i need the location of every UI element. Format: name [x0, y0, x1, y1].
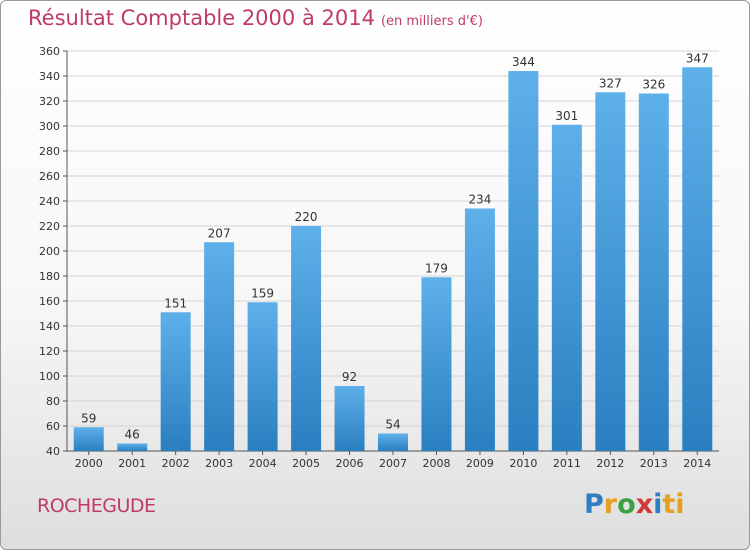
y-tick-label: 60: [46, 420, 60, 433]
data-label: 207: [208, 226, 231, 240]
x-tick-label: 2003: [205, 457, 233, 470]
y-tick-label: 80: [46, 395, 60, 408]
data-label: 59: [81, 411, 96, 425]
bars: [73, 67, 713, 451]
data-label: 92: [342, 370, 357, 384]
y-tick-label: 40: [46, 445, 60, 458]
chart-title: Résultat Comptable 2000 à 2014 (en millie…: [28, 6, 483, 30]
y-tick-label: 260: [39, 170, 60, 183]
bar: [160, 312, 191, 451]
y-tick-label: 360: [39, 45, 60, 58]
bar: [682, 67, 713, 451]
data-label: 344: [512, 55, 535, 69]
x-tick-label: 2014: [683, 457, 711, 470]
data-label: 301: [555, 109, 578, 123]
bar: [595, 92, 626, 451]
y-tick-label: 200: [39, 245, 60, 258]
x-tick-label: 2010: [509, 457, 537, 470]
bar: [421, 277, 452, 451]
data-label: 220: [295, 210, 318, 224]
y-tick-label: 300: [39, 120, 60, 133]
x-tick-label: 2005: [292, 457, 320, 470]
bar: [464, 208, 495, 451]
chart-subtitle: (en milliers d'€): [380, 14, 483, 29]
data-label: 327: [599, 76, 622, 90]
data-label: 151: [164, 296, 187, 310]
bar: [247, 302, 278, 451]
y-tick-label: 100: [39, 370, 60, 383]
x-tick-label: 2013: [640, 457, 668, 470]
y-tick-label: 160: [39, 295, 60, 308]
data-label: 326: [642, 78, 665, 92]
bar: [117, 443, 148, 451]
chart-title-text: Résultat Comptable 2000 à 2014: [28, 6, 375, 30]
x-tick-label: 2008: [422, 457, 450, 470]
logo-letter: x: [635, 489, 654, 520]
y-tick-label: 220: [39, 220, 60, 233]
data-label: 347: [686, 51, 709, 65]
data-label: 46: [125, 428, 140, 442]
data-label: 159: [251, 286, 274, 300]
x-tick-label: 2011: [553, 457, 581, 470]
commune-name: ROCHEGUDE: [37, 495, 156, 517]
y-tick-label: 120: [39, 345, 60, 358]
bar: [204, 242, 235, 451]
logo-letter: P: [584, 489, 604, 520]
labels: 59 46 151 207 159 220 92 54 179 234 344 301 327 326 34…: [81, 51, 709, 441]
x-tick-label: 2012: [596, 457, 624, 470]
proxiti-logo: Proxiti: [584, 489, 685, 520]
bar: [508, 71, 539, 451]
data-label: 234: [468, 193, 491, 207]
y-tick-label: 180: [39, 270, 60, 283]
y-tick-label: 140: [39, 320, 60, 333]
bar: [73, 427, 104, 451]
bar: [638, 93, 669, 451]
x-tick-label: 2007: [379, 457, 407, 470]
bar: [291, 226, 322, 451]
bar: [551, 124, 582, 451]
x-tick-label: 2004: [249, 457, 277, 470]
data-label: 179: [425, 261, 448, 275]
y-tick-label: 280: [39, 145, 60, 158]
logo-letter: i: [653, 489, 663, 520]
x-tick-label: 2001: [118, 457, 146, 470]
bar: [334, 386, 365, 451]
bar: [378, 433, 408, 451]
y-tick-label: 340: [39, 70, 60, 83]
data-label: 54: [385, 418, 400, 432]
x-tick-label: 2009: [466, 457, 494, 470]
x-tick-label: 2002: [162, 457, 190, 470]
y-tick-label: 240: [39, 195, 60, 208]
x-tick-label: 2000: [75, 457, 103, 470]
logo-letter: r: [603, 489, 618, 520]
logo-letter: ti: [662, 489, 685, 520]
logo-letter: o: [617, 489, 636, 520]
x-tick-label: 2006: [336, 457, 364, 470]
y-tick-label: 320: [39, 95, 60, 108]
